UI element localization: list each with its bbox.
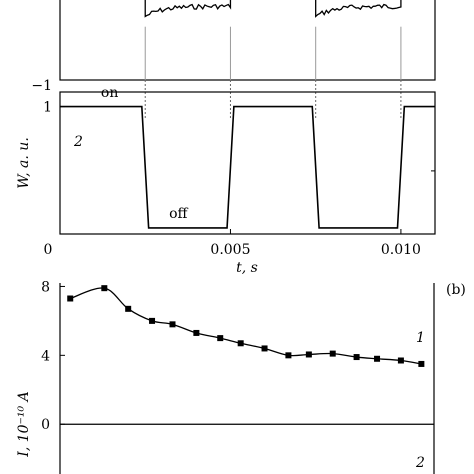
series-1-point-4 bbox=[169, 321, 176, 328]
series-label-2-middle: 2 bbox=[73, 134, 83, 150]
top-panel-frame bbox=[59, 0, 436, 81]
top-traces bbox=[144, 0, 402, 80]
x-tick-label-2: 0.010 bbox=[381, 242, 421, 258]
series-1-point-2 bbox=[125, 305, 132, 312]
x-tick-label-1: 0.005 bbox=[210, 242, 250, 258]
x-tick-label-0: 0 bbox=[44, 242, 53, 258]
x-axis-label-middle: t, s bbox=[236, 260, 258, 276]
series-1-curve bbox=[70, 287, 422, 365]
top-pulse-1 bbox=[315, 0, 402, 18]
series-1-point-14 bbox=[397, 357, 404, 364]
middle-panel-frame bbox=[59, 91, 436, 235]
bottom-y-tick-label-0: 8 bbox=[41, 279, 50, 295]
middle-ticks: 0 0.005 0.010 1 bbox=[43, 100, 435, 258]
series-1-point-0 bbox=[67, 295, 74, 302]
top-panel: −1 bbox=[31, 0, 436, 94]
top-ticks: −1 bbox=[31, 78, 65, 94]
series-1-point-9 bbox=[285, 352, 292, 359]
series-1-point-7 bbox=[237, 340, 244, 347]
series-1-point-13 bbox=[374, 355, 381, 362]
panel-label-b: (b) bbox=[446, 282, 466, 298]
bottom-ticks: 8 4 0 bbox=[41, 279, 65, 433]
middle-y-tick-label-0: 1 bbox=[43, 100, 52, 116]
bottom-panel: 8 4 0 1 2 (b) I, 10⁻¹⁰ A bbox=[16, 279, 466, 474]
series-1-point-6 bbox=[217, 335, 224, 342]
series-1-point-8 bbox=[261, 345, 268, 352]
series-1-point-3 bbox=[149, 317, 156, 324]
middle-panel: 0 0.005 0.010 1 on off 2 W, a. u. t, s bbox=[16, 85, 436, 276]
y-axis-label-bottom: I, 10⁻¹⁰ A bbox=[16, 391, 32, 457]
series-1-points bbox=[67, 285, 425, 367]
series-1-point-11 bbox=[329, 350, 336, 357]
series-1-point-5 bbox=[193, 329, 200, 336]
series-1-point-15 bbox=[418, 360, 425, 367]
annotation-off: off bbox=[169, 206, 188, 222]
series-1-point-1 bbox=[101, 285, 108, 292]
bottom-y-tick-label-2: 0 bbox=[41, 417, 50, 433]
top-pulse-0 bbox=[144, 0, 232, 18]
top-y-tick-label-0: −1 bbox=[31, 78, 52, 94]
annotation-on: on bbox=[101, 85, 118, 101]
bottom-y-tick-label-1: 4 bbox=[41, 348, 50, 364]
series-label-1: 1 bbox=[416, 330, 425, 346]
series-1-point-12 bbox=[353, 354, 360, 361]
middle-traces bbox=[60, 105, 435, 229]
y-axis-label-middle: W, a. u. bbox=[16, 137, 32, 189]
series-2-trace bbox=[60, 105, 435, 229]
switch-guides bbox=[144, 80, 402, 118]
series-1-point-10 bbox=[305, 351, 312, 358]
series-label-2-bottom: 2 bbox=[415, 455, 425, 471]
